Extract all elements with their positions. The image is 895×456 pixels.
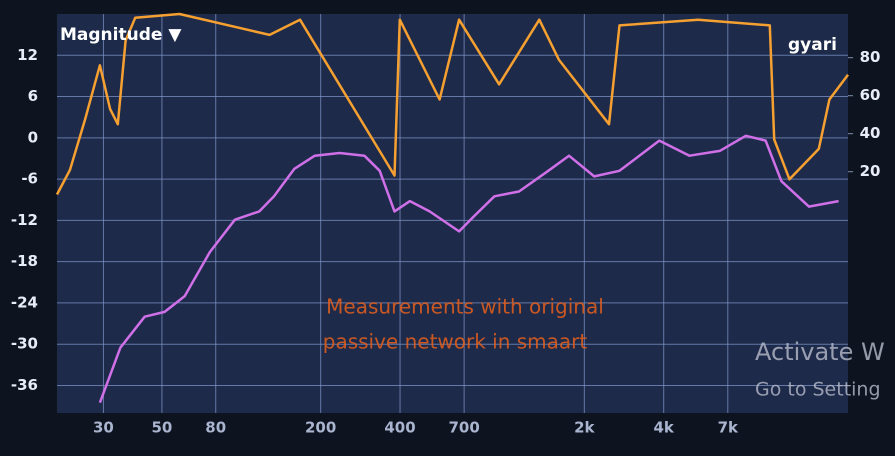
- y2-tick-label: 60: [860, 86, 881, 104]
- traces: [55, 12, 849, 404]
- y-tick-label: -18: [11, 252, 38, 270]
- y-tick-label: -12: [11, 211, 38, 229]
- y-tick-label: 0: [28, 128, 38, 146]
- y-tick-label: -24: [11, 293, 38, 311]
- x-tick-label: 7k: [718, 419, 739, 437]
- x-tick-label: 50: [151, 419, 172, 437]
- chart-title[interactable]: Magnitude ▼: [60, 25, 182, 45]
- x-tick-label: 80: [205, 419, 226, 437]
- y2-tick-label: 40: [860, 124, 881, 142]
- x-tick-label: 700: [448, 419, 479, 437]
- plot-background: [57, 14, 848, 413]
- x-tick-label: 30: [93, 419, 114, 437]
- grid: [57, 14, 848, 413]
- x-tick-label: 4k: [653, 419, 674, 437]
- x-tick-label: 400: [384, 419, 415, 437]
- x-tick-label: 200: [305, 419, 336, 437]
- annotation-line: passive network in smaart: [323, 330, 588, 354]
- trace-line: [55, 12, 849, 196]
- x-tick-label: 2k: [574, 419, 595, 437]
- y-tick-label: -36: [11, 376, 38, 394]
- y2-tick-label: 20: [860, 162, 881, 180]
- trace-line: [98, 134, 839, 404]
- y-tick-label: 12: [17, 46, 38, 64]
- annotation-line: Measurements with original: [326, 295, 604, 319]
- y-tick-label: -30: [11, 335, 38, 353]
- y2-tick-label: 80: [860, 48, 881, 66]
- watermark-line: Activate W: [755, 338, 885, 366]
- trace-name: gyari: [788, 35, 837, 55]
- y-tick-label: 6: [28, 87, 38, 105]
- y-tick-label: -6: [21, 170, 38, 188]
- watermark-line: Go to Setting: [755, 379, 881, 401]
